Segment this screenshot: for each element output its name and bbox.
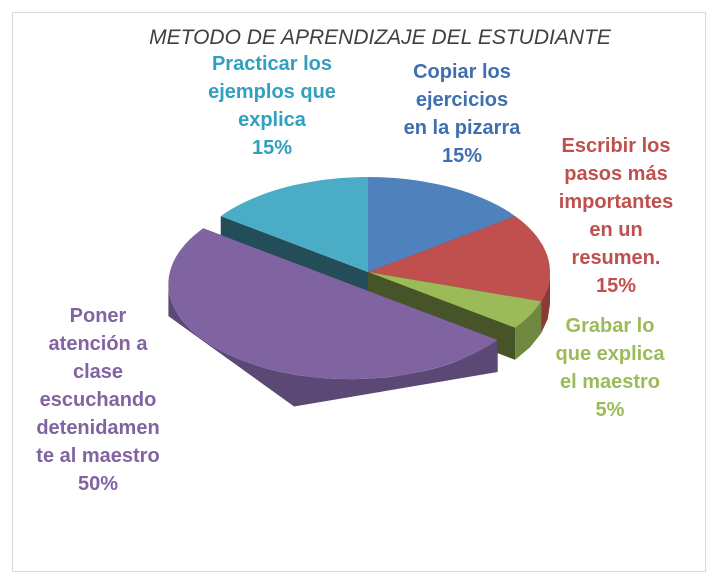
slice xyxy=(368,177,516,272)
slice-wall xyxy=(515,301,542,360)
slice xyxy=(368,272,542,328)
data-label: Practicar los ejemplos que explica 15% xyxy=(207,50,337,162)
category-label: Poner atención a clase escuchando deteni… xyxy=(36,305,160,467)
data-label: Escribir los pasos más importantes en un… xyxy=(555,132,677,300)
chart-frame xyxy=(12,12,706,572)
slice-wall xyxy=(168,284,498,407)
category-label: Grabar lo que explica el maestro xyxy=(555,315,665,393)
value-label: 15% xyxy=(441,145,483,167)
data-label: Poner atención a clase escuchando deteni… xyxy=(33,302,163,498)
slice xyxy=(220,177,368,272)
slice xyxy=(168,228,498,380)
category-label: Practicar los ejemplos que explica xyxy=(208,53,336,131)
data-label: Copiar los ejercicios en la pizarra 15% xyxy=(402,58,522,170)
category-label: Copiar los ejercicios en la pizarra xyxy=(403,61,521,139)
category-label: Escribir los pasos más importantes en un… xyxy=(558,135,674,269)
value-label: 15% xyxy=(595,275,637,297)
chart-title: METODO DE APRENDIZAJE DEL ESTUDIANTE xyxy=(149,26,611,49)
value-label: 5% xyxy=(595,399,625,421)
value-label: 15% xyxy=(251,137,293,159)
slice-wall xyxy=(541,272,550,334)
value-label: 50% xyxy=(77,473,119,495)
data-label: Grabar lo que explica el maestro 5% xyxy=(550,312,670,424)
slice xyxy=(368,216,550,302)
